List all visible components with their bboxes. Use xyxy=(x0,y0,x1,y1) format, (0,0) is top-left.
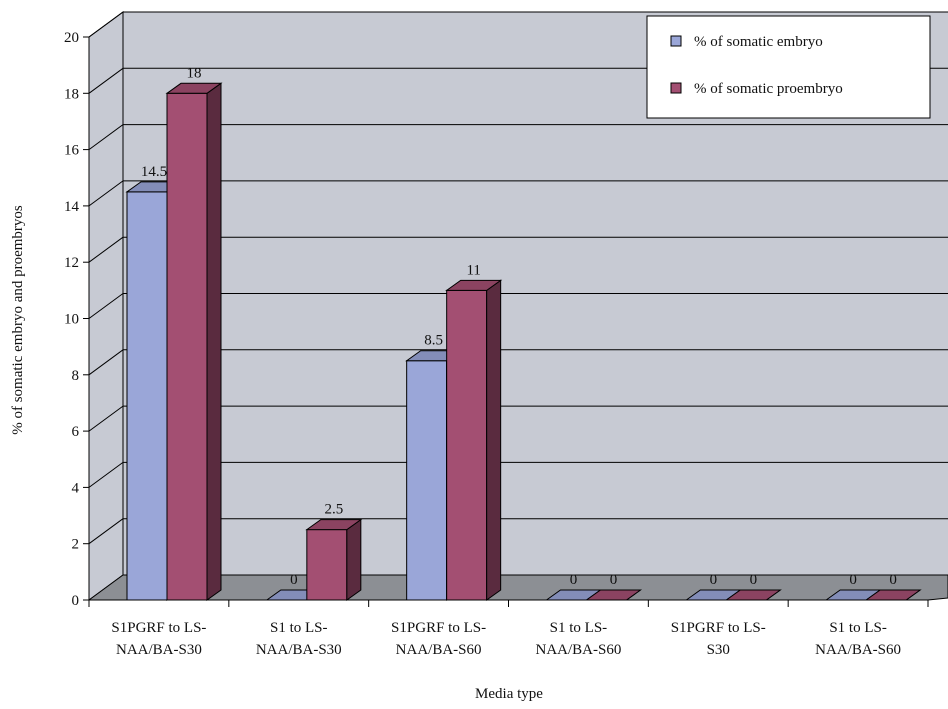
y-tick-label: 4 xyxy=(72,480,80,496)
data-label: 0 xyxy=(849,572,857,588)
gridline-side xyxy=(88,293,124,319)
axes: 0 2 4 6 8 10 12 14 16 18 20 S1PGRF to LS-NAA/BA-S30… xyxy=(64,30,929,658)
data-label: 0 xyxy=(570,572,578,588)
bar-top xyxy=(864,589,922,601)
bar-top xyxy=(584,589,643,601)
data-label: 0 xyxy=(889,572,897,588)
data-label: 2.5 xyxy=(324,502,343,518)
y-tick-label: 10 xyxy=(64,312,79,328)
y-tick-label: 8 xyxy=(72,368,80,384)
x-tick-label: S1PGRF to LS-NAA/BA-S60 xyxy=(391,620,486,658)
y-tick-label: 14 xyxy=(64,199,80,215)
y-tick-label: 0 xyxy=(72,593,80,609)
y-tick-label: 6 xyxy=(72,424,80,440)
bars xyxy=(125,82,922,601)
data-label: 18 xyxy=(187,65,202,81)
y-tick-label: 12 xyxy=(64,255,79,271)
legend-swatch xyxy=(670,82,682,94)
legend-label: % of somatic proembryo xyxy=(694,81,843,97)
y-tick-label: 16 xyxy=(64,143,80,159)
bar-proembryo xyxy=(446,289,488,601)
data-label: 0 xyxy=(610,572,618,588)
gridlines xyxy=(88,11,948,545)
gridline-side xyxy=(88,349,124,376)
legend: % of somatic embryo % of somatic proembry… xyxy=(646,15,931,119)
data-labels: 14.5 18 0 2.5 8.5 11 0 0 0 0 0 0 xyxy=(141,65,897,588)
gridline-side xyxy=(88,405,124,432)
gridline-side xyxy=(88,518,124,545)
bar-top xyxy=(165,82,223,94)
data-label: 0 xyxy=(710,572,718,588)
bar-top xyxy=(305,519,363,531)
data-label: 11 xyxy=(466,262,480,278)
legend-label: % of somatic embryo xyxy=(694,34,823,50)
gridline-side xyxy=(88,236,124,263)
gridline-side xyxy=(88,67,124,94)
data-label: 14.5 xyxy=(141,164,167,180)
x-tick-label: S1 to LS-NAA/BA-S30 xyxy=(256,620,342,658)
gridline-side xyxy=(88,11,124,38)
bar-side xyxy=(346,518,362,601)
bar-top xyxy=(724,589,782,601)
bar-proembryo xyxy=(166,92,208,601)
y-tick-label: 20 xyxy=(64,30,79,46)
data-label: 0 xyxy=(290,572,298,588)
bar-top xyxy=(445,279,503,291)
gridline-side xyxy=(88,180,124,207)
x-tick-label: S1PGRF to LS-S30 xyxy=(671,620,766,658)
bar-side xyxy=(486,279,502,601)
y-tick-label: 2 xyxy=(72,537,80,553)
bar-embryo xyxy=(126,191,168,601)
x-tick-label: S1 to LS-NAA/BA-S60 xyxy=(535,620,621,658)
gridline-side xyxy=(88,461,124,488)
y-tick-label: 18 xyxy=(64,86,79,102)
x-tick-label: S1PGRF to LS-NAA/BA-S30 xyxy=(111,620,206,658)
gridline-side xyxy=(88,124,124,151)
bar-proembryo xyxy=(306,529,348,601)
legend-swatch xyxy=(670,35,682,47)
bar-embryo xyxy=(406,360,448,601)
data-label: 0 xyxy=(750,572,758,588)
bar-side xyxy=(206,82,222,601)
data-label: 8.5 xyxy=(424,333,443,349)
y-axis-title: % of somatic embryo and proembryos xyxy=(10,205,26,435)
x-axis-title: Media type xyxy=(475,686,543,702)
legend-box xyxy=(646,15,931,119)
x-tick-label: S1 to LS-NAA/BA-S60 xyxy=(815,620,901,658)
